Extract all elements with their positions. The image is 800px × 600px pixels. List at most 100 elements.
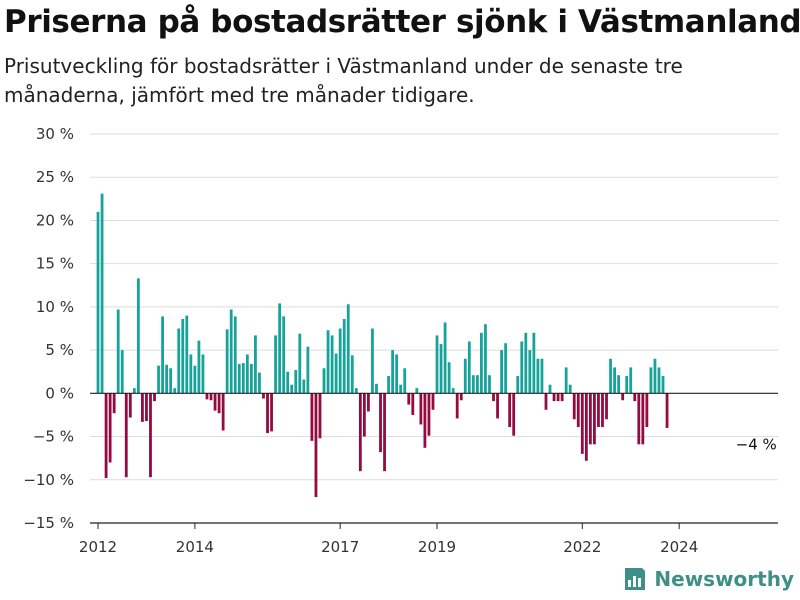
bar [375,383,378,394]
bar [435,335,439,394]
x-axis: 2012 2014 2017 2019 2022 2024 [79,392,778,556]
bar [540,358,544,394]
bar [621,393,625,401]
bar [532,332,536,394]
bar [492,393,495,402]
bar [237,363,241,394]
bar [576,393,580,428]
x-tick-label: 2014 [176,538,214,556]
bar [657,367,661,394]
bar [229,309,233,394]
bar [548,384,552,394]
bar [588,393,592,445]
bar [249,363,253,394]
bar [480,332,483,394]
bar [536,358,540,394]
y-axis-ticks: −15 % −10 % −5 % 0 % 5 % 10 % 15 % 20 % 25 % 30 % [23,125,74,532]
bar [310,393,314,441]
bar [496,393,499,419]
bar [278,303,282,394]
bar [649,367,653,394]
bar [358,393,362,472]
bar [556,393,560,402]
bar [145,393,148,421]
y-tick-label: −10 % [23,471,74,489]
bar [161,316,164,394]
bar [580,393,584,454]
bar [213,393,217,411]
bar [431,393,435,410]
bar [274,335,277,394]
bar [209,393,213,401]
bar [334,353,338,394]
chart-title: Priserna på bostadsrätter sjönk i Västma… [4,4,800,40]
bar [528,350,532,394]
bar [322,368,326,394]
bar [153,393,156,402]
bar [407,393,411,405]
bar [169,368,173,394]
bar [302,379,306,394]
bar [132,388,136,394]
bar [241,363,245,394]
bar [177,328,181,394]
bar [520,341,524,394]
bar [286,371,290,394]
bar [136,278,140,394]
bar [508,393,512,428]
bar [314,393,318,498]
bar [141,393,144,422]
bar [544,393,548,410]
last-value-annotation: −4 % [736,436,777,454]
bar [225,329,229,394]
y-tick-label: 20 % [36,211,74,229]
bar [233,316,237,394]
bar [601,393,604,428]
bar [516,376,520,394]
bar [290,384,294,394]
bar [262,393,265,399]
bar [467,341,471,394]
bar [254,335,257,394]
bar [104,393,108,479]
x-tick-label: 2024 [660,538,698,556]
bar [427,393,431,436]
bar [266,393,269,434]
bar [471,375,475,394]
bar [419,393,423,425]
bar [564,367,568,394]
bar [552,393,556,402]
bar [112,393,116,414]
bar [597,393,600,428]
bar [330,335,334,394]
bar [439,344,443,394]
bar [613,367,616,394]
bar [451,388,455,394]
bar [217,393,221,414]
bar [258,372,261,394]
bar [641,393,645,445]
bar [245,354,249,394]
bar [395,354,399,394]
bar [455,393,459,419]
bar [605,393,608,420]
bar [609,358,612,394]
bar [617,375,621,394]
y-tick-label: 5 % [45,341,74,359]
bar [665,393,669,428]
bars [96,193,669,498]
bar [189,354,193,394]
bar [411,393,415,415]
bar [149,393,152,478]
bar [463,358,467,394]
bar [633,393,637,402]
bar [625,376,629,394]
x-tick-label: 2012 [79,538,117,556]
y-tick-label: 15 % [36,255,74,273]
bar [447,362,451,394]
bar [484,324,487,394]
y-tick-label: 10 % [36,298,74,316]
x-tick-label: 2019 [418,538,456,556]
bar [197,340,201,394]
